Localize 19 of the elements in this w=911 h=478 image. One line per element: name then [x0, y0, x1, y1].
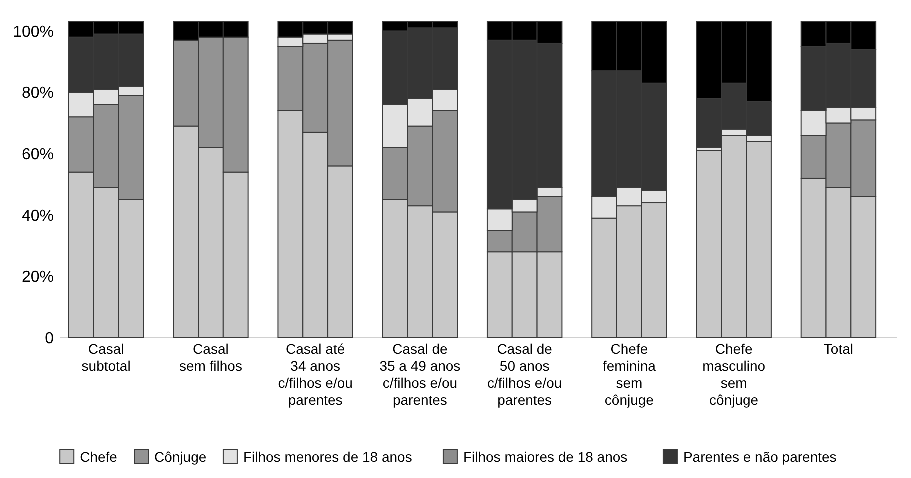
legend-label: Parentes e não parentes: [683, 449, 837, 465]
y-tick-label: 40%: [22, 208, 54, 225]
y-tick-label: 80%: [22, 85, 54, 102]
x-tick-label: Casal até 34 anos c/filhos e/ou parentes: [278, 341, 353, 408]
y-tick-label: 20%: [22, 269, 54, 286]
legend-label: Cônjuge: [154, 449, 207, 465]
y-tick-label: 100%: [13, 24, 54, 41]
x-tick-label: Casal sem filhos: [179, 341, 242, 374]
x-tick-label: Chefe masculino sem cônjuge: [702, 341, 766, 408]
x-tick-label: Casal de 35 a 49 anos c/filhos e/ou parentes: [380, 341, 461, 408]
legend-label: Filhos maiores de 18 anos: [463, 449, 628, 465]
x-tick-label: Casal subtotal: [82, 341, 131, 374]
x-tick-label: Total: [824, 341, 854, 357]
y-tick-label: 0: [45, 330, 54, 348]
y-tick-label: 60%: [22, 146, 54, 164]
legend-label: Chefe: [80, 449, 118, 465]
legend-label: Filhos menores de 18 anos: [243, 449, 412, 465]
x-tick-label: Chefe feminina sem cônjuge: [603, 341, 656, 408]
x-tick-label: Casal de 50 anos c/filhos e/ou parentes: [487, 341, 562, 408]
